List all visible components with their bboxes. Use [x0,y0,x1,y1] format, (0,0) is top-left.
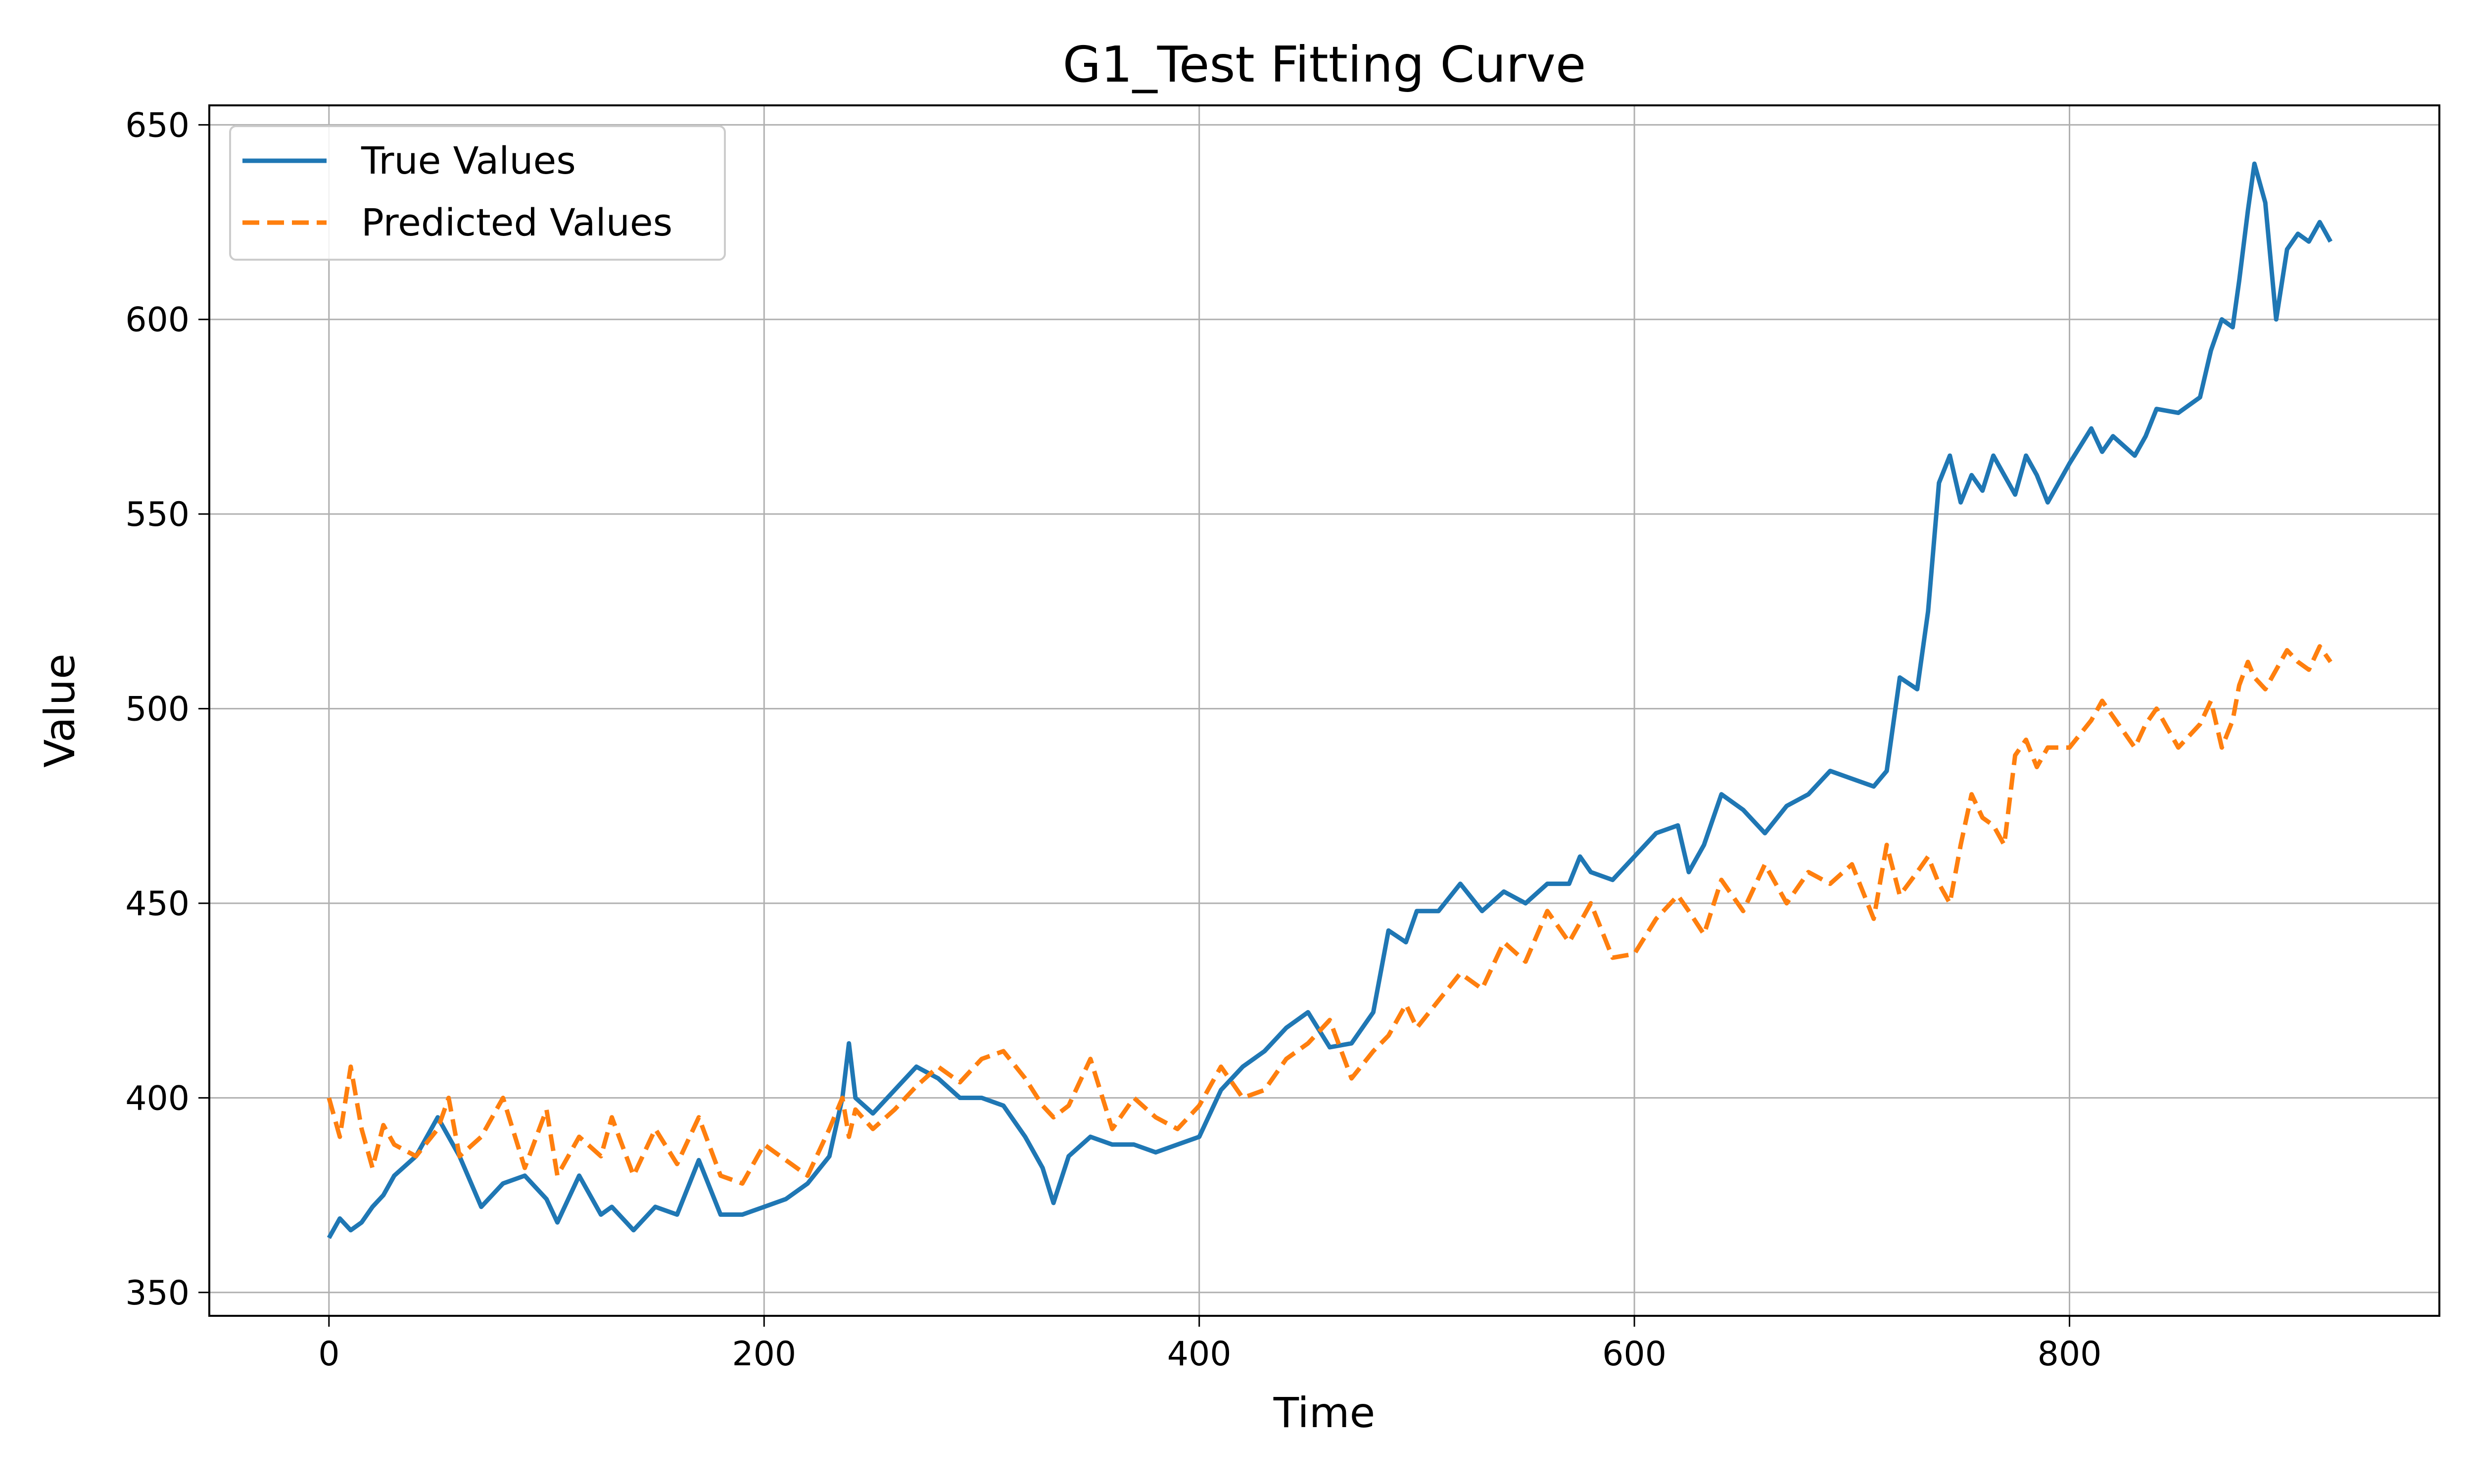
y-axis-label: Value [36,653,84,768]
y-tick-label: 500 [125,690,190,729]
series-layer [327,161,2333,1239]
x-axis-label: Time [1273,1389,1376,1437]
plot-area-frame [208,104,2440,1317]
x-tick-label: 200 [732,1335,796,1374]
axis-ticks: 0 200 400 600 800 350 400 450 500 550 600 650 [125,106,2101,1374]
x-tick-label: 600 [1602,1335,1666,1374]
true-values-line [327,161,2333,1239]
y-tick-label: 450 [125,884,190,924]
y-tick-label: 650 [125,106,190,145]
chart-title: G1_Test Fitting Curve [1063,36,1586,93]
legend-label: True Values [361,139,576,183]
legend-label: Predicted Values [361,200,672,244]
predicted-values-line [327,644,2332,1186]
legend: True Values Predicted Values [229,125,726,261]
legend-box [229,125,726,261]
y-tick-label: 550 [125,495,190,534]
x-tick-label: 800 [2038,1335,2102,1374]
x-tick-label: 400 [1167,1335,1232,1374]
y-tick-label: 600 [125,301,190,340]
y-tick-label: 350 [125,1274,190,1313]
grid [209,105,2439,1316]
x-tick-label: 0 [318,1335,339,1374]
y-tick-label: 400 [125,1079,190,1118]
